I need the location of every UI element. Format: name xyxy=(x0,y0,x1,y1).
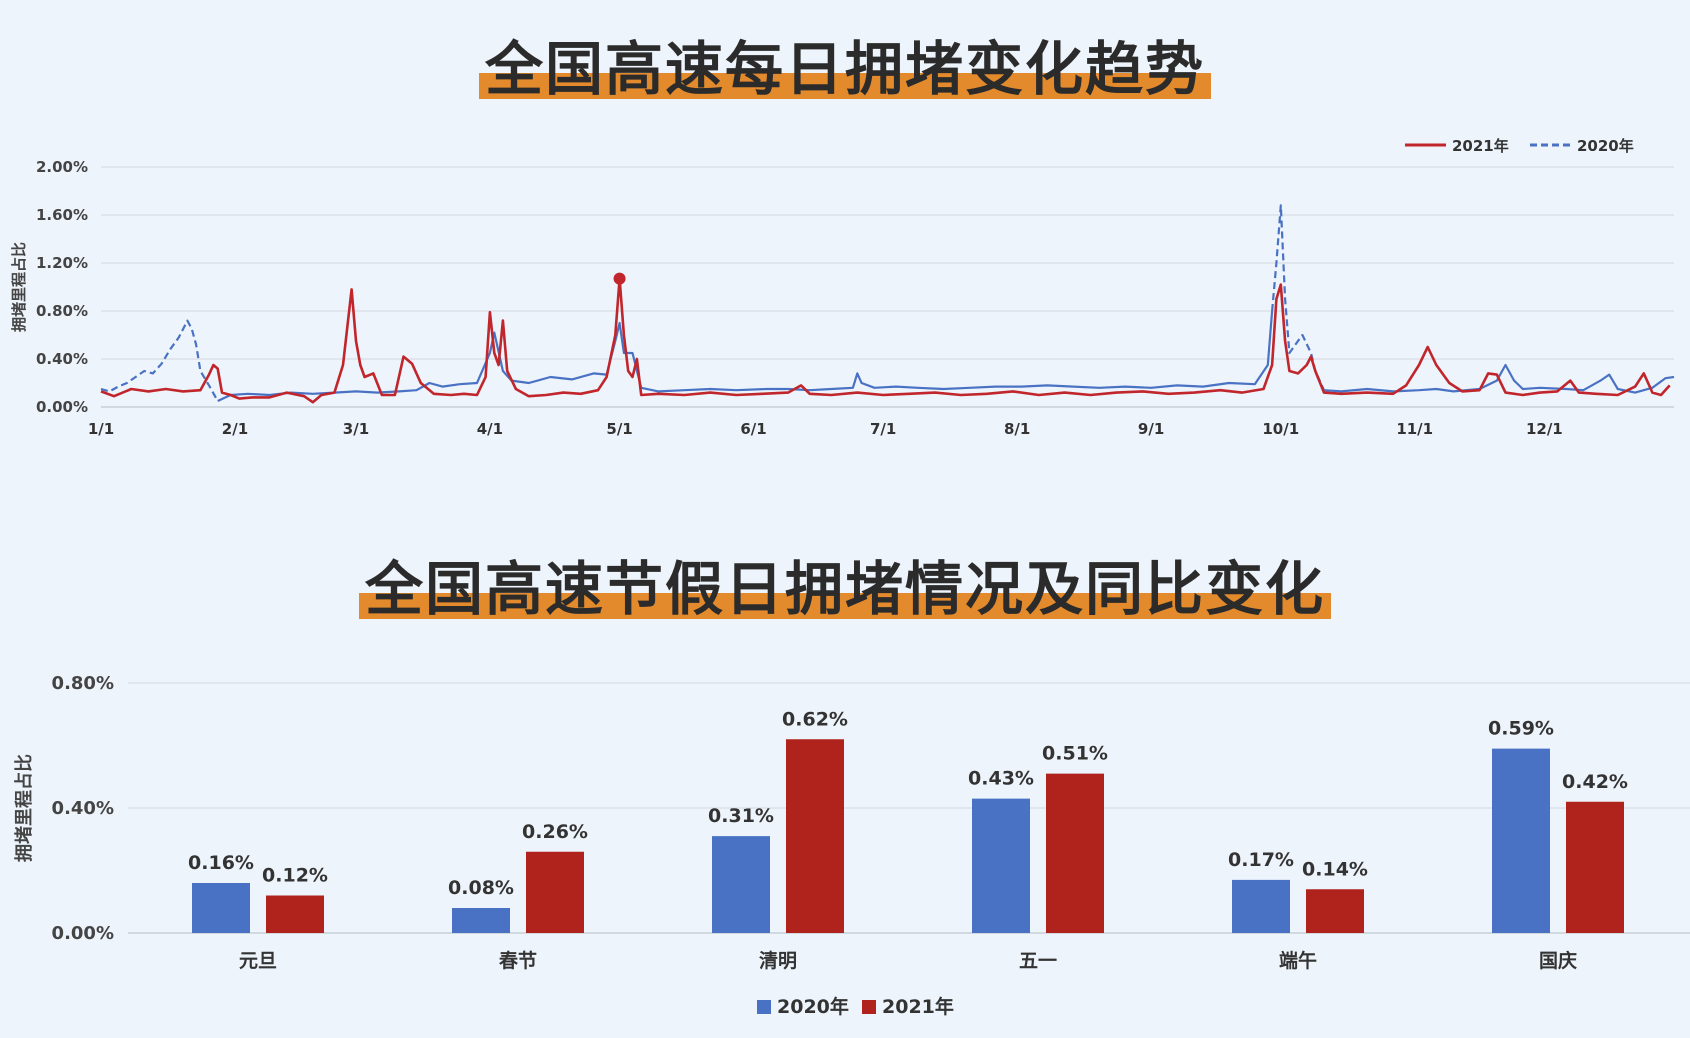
bar-value-label: 0.08% xyxy=(448,877,514,899)
bar-value-label: 0.31% xyxy=(708,805,774,827)
bar-value-label: 0.12% xyxy=(262,865,328,887)
bar-value-label: 0.42% xyxy=(1562,771,1628,793)
bar-2021年-国庆 xyxy=(1566,801,1624,933)
bar-category-label: 五一 xyxy=(1019,950,1057,972)
bar-legend-swatch-2021 xyxy=(862,1000,876,1014)
line-chart-title-wrap: 全国高速每日拥堵变化趋势 xyxy=(0,36,1690,103)
bar-category-label: 春节 xyxy=(499,949,537,972)
line-x-tick-label: 9/1 xyxy=(1138,420,1164,438)
bar-value-label: 0.43% xyxy=(968,768,1034,790)
line-x-tick-label: 8/1 xyxy=(1004,420,1030,438)
bar-2020年-端午 xyxy=(1232,879,1290,933)
bar-2020年-五一 xyxy=(972,798,1030,933)
line-y-tick-label: 1.20% xyxy=(36,254,88,272)
bar-2020年-清明 xyxy=(712,836,770,933)
bar-value-label: 0.26% xyxy=(522,821,588,843)
line-series-2020年-dashed xyxy=(1271,204,1326,391)
line-y-tick-label: 0.40% xyxy=(36,350,88,368)
line-chart-title: 全国高速每日拥堵变化趋势 xyxy=(478,36,1212,103)
bar-y-tick-label: 0.00% xyxy=(52,923,114,944)
bar-category-label: 端午 xyxy=(1279,949,1317,972)
bar-y-tick-label: 0.40% xyxy=(52,798,114,819)
bar-value-label: 0.14% xyxy=(1302,858,1368,880)
line-x-tick-label: 1/1 xyxy=(88,420,114,438)
line-series-2020年-dashed xyxy=(100,319,219,402)
bar-value-label: 0.51% xyxy=(1042,743,1108,765)
line-series-2020年-solid xyxy=(217,310,1274,402)
line-series-2021年-solid xyxy=(100,277,1671,404)
bar-category-label: 国庆 xyxy=(1539,949,1577,972)
line-x-tick-label: 2/1 xyxy=(222,420,248,438)
bar-legend-label-2020: 2020年 xyxy=(777,995,849,1018)
bar-2021年-端午 xyxy=(1306,889,1364,933)
bar-y-axis-label: 拥堵里程占比 xyxy=(13,754,35,862)
bar-legend-swatch-2020 xyxy=(757,1000,771,1014)
line-x-tick-label: 5/1 xyxy=(606,420,632,438)
line-chart: 0.00% 0.40% 0.80% 1.20% 1.60% 2.00% 1/1 2/1 3/1 4… xyxy=(10,137,1675,438)
bar-value-label: 0.16% xyxy=(188,852,254,874)
line-y-tick-label: 0.80% xyxy=(36,302,88,320)
bar-category-label: 元旦 xyxy=(239,950,277,972)
bar-category-label: 清明 xyxy=(759,949,797,972)
line-legend-label-2021: 2021年 xyxy=(1452,137,1509,155)
bar-value-label: 0.17% xyxy=(1228,849,1294,871)
bar-chart-title-wrap: 全国高速节假日拥堵情况及同比变化 xyxy=(0,556,1690,623)
bar-2021年-清明 xyxy=(786,739,844,933)
bar-2020年-国庆 xyxy=(1492,748,1550,933)
line-y-tick-label: 2.00% xyxy=(36,158,88,176)
line-x-tick-label: 3/1 xyxy=(343,420,369,438)
bar-2021年-元旦 xyxy=(266,895,324,933)
line-x-tick-label: 10/1 xyxy=(1262,420,1299,438)
bar-value-label: 0.62% xyxy=(782,708,848,730)
bar-legend-label-2021: 2021年 xyxy=(882,995,954,1018)
line-x-tick-label: 12/1 xyxy=(1526,420,1563,438)
line-x-tick-label: 6/1 xyxy=(740,420,766,438)
line-legend-label-2020: 2020年 xyxy=(1577,137,1634,155)
bar-2020年-元旦 xyxy=(192,883,250,933)
line-x-tick-label: 7/1 xyxy=(870,420,896,438)
line-y-tick-label: 0.00% xyxy=(36,398,88,416)
bar-y-tick-label: 0.80% xyxy=(52,673,114,694)
bar-value-label: 0.59% xyxy=(1488,718,1554,740)
bar-2021年-五一 xyxy=(1046,773,1104,933)
line-y-tick-label: 1.60% xyxy=(36,206,88,224)
bar-2020年-春节 xyxy=(452,908,510,933)
line-x-tick-label: 11/1 xyxy=(1396,420,1433,438)
bar-chart-title: 全国高速节假日拥堵情况及同比变化 xyxy=(358,556,1332,623)
line-peak-marker xyxy=(613,272,626,285)
line-x-tick-label: 4/1 xyxy=(477,420,503,438)
line-y-axis-label: 拥堵里程占比 xyxy=(10,242,28,332)
bar-2021年-春节 xyxy=(526,851,584,933)
